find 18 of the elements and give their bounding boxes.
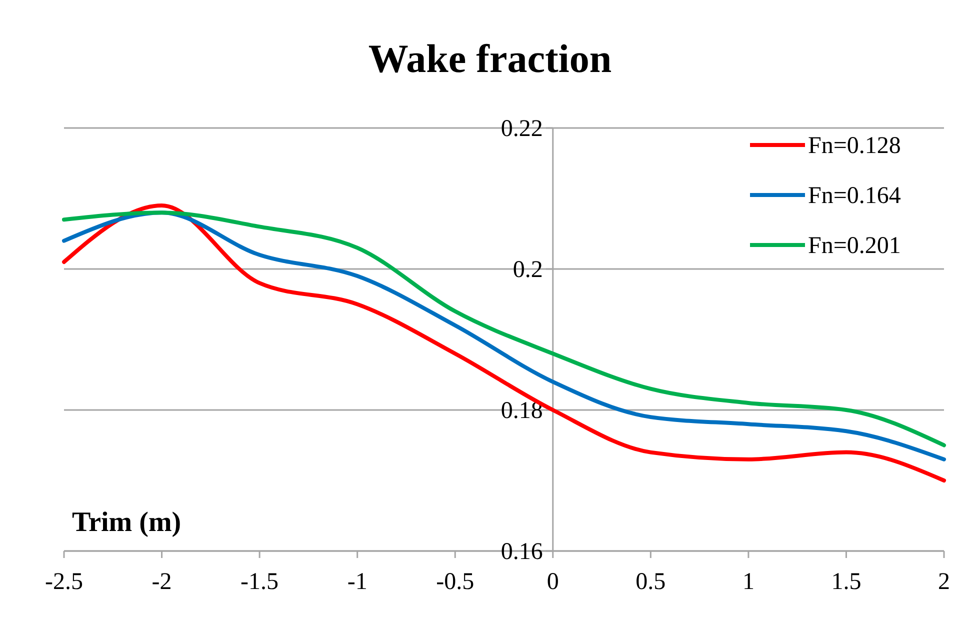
- x-tick-label: -0.5: [436, 569, 474, 595]
- x-tick-label: 0: [546, 569, 559, 595]
- x-tick-label: -2.5: [45, 569, 83, 595]
- x-tick-label: 1: [742, 569, 754, 595]
- legend-label: Fn=0.201: [808, 233, 901, 259]
- x-tick-label: 1.5: [831, 569, 862, 595]
- y-tick-label: 0.16: [500, 539, 543, 565]
- chart-title: Wake fraction: [368, 36, 612, 81]
- x-tick-label: 2: [938, 569, 950, 595]
- x-tick-label: 0.5: [636, 569, 666, 595]
- x-tick-label: -2: [152, 569, 172, 595]
- x-tick-label: -1: [347, 569, 368, 595]
- legend-label: Fn=0.128: [808, 133, 901, 159]
- x-axis-title: Trim (m): [72, 507, 182, 538]
- y-tick-label: 0.22: [500, 116, 543, 142]
- y-tick-label: 0.2: [512, 257, 543, 283]
- legend-label: Fn=0.164: [808, 183, 901, 209]
- x-tick-label: -1.5: [240, 569, 279, 595]
